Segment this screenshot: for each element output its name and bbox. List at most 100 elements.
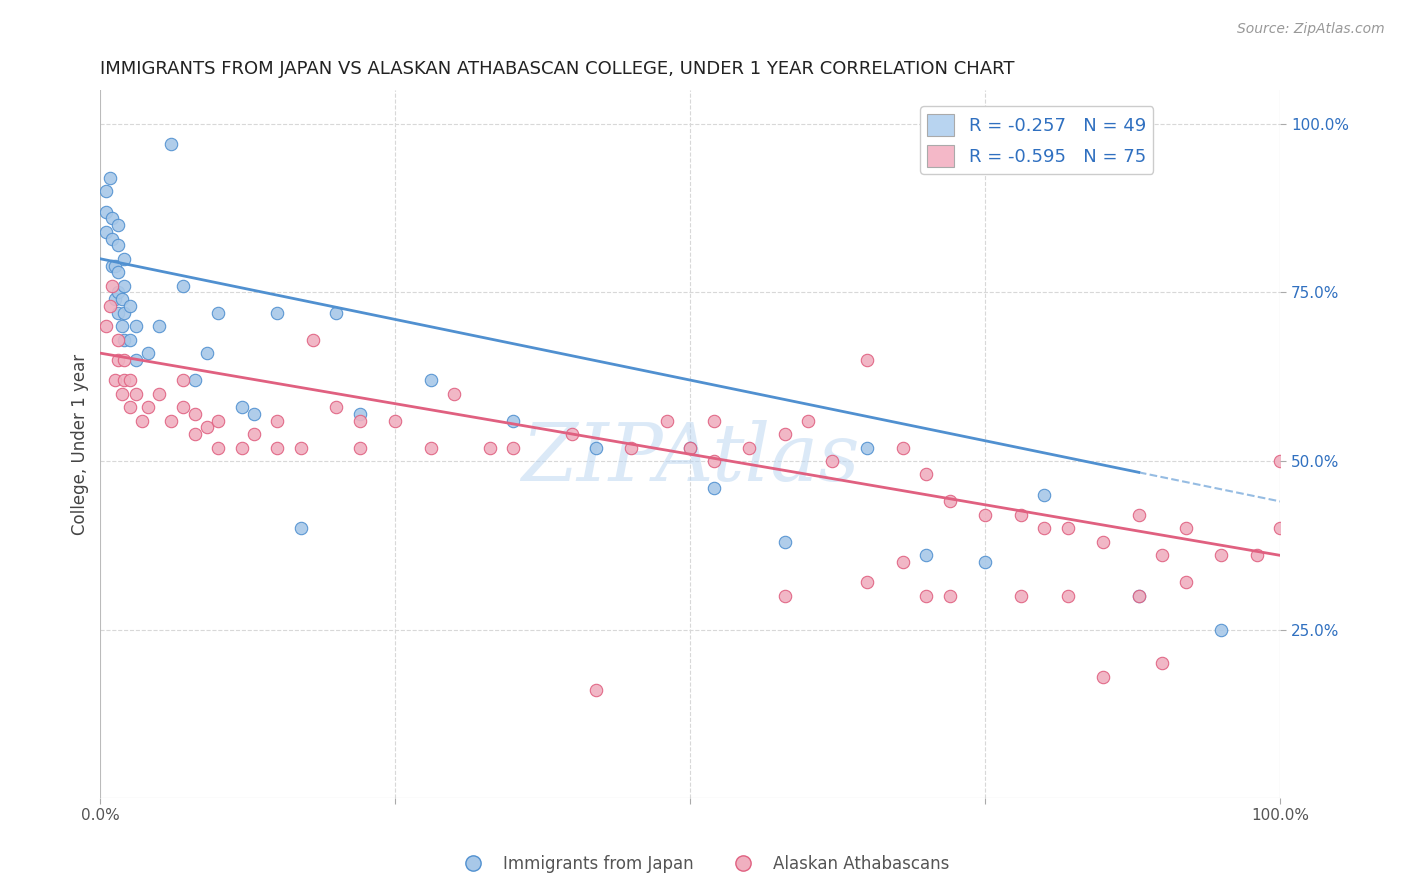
Point: [703, 454, 725, 468]
Point: [107, 306, 129, 320]
Point: [502, 413, 524, 427]
Point: [384, 413, 406, 427]
Point: [112, 306, 135, 320]
Point: [1092, 535, 1115, 549]
Point: [1270, 454, 1292, 468]
Point: [939, 589, 962, 603]
Y-axis label: College, Under 1 year: College, Under 1 year: [72, 353, 89, 534]
Point: [856, 441, 879, 455]
Point: [773, 427, 796, 442]
Point: [107, 352, 129, 367]
Point: [974, 555, 997, 569]
Point: [1152, 657, 1174, 671]
Point: [1270, 521, 1292, 535]
Point: [703, 413, 725, 427]
Point: [915, 589, 938, 603]
Point: [184, 427, 207, 442]
Point: [242, 427, 264, 442]
Point: [1033, 521, 1056, 535]
Point: [915, 549, 938, 563]
Point: [856, 575, 879, 590]
Point: [349, 407, 371, 421]
Point: [773, 535, 796, 549]
Point: [703, 481, 725, 495]
Point: [136, 400, 159, 414]
Point: [96, 204, 118, 219]
Point: [679, 441, 702, 455]
Text: Source: ZipAtlas.com: Source: ZipAtlas.com: [1237, 22, 1385, 37]
Point: [1092, 670, 1115, 684]
Point: [419, 373, 441, 387]
Point: [301, 333, 323, 347]
Point: [148, 386, 170, 401]
Point: [821, 454, 844, 468]
Point: [1246, 549, 1268, 563]
Point: [101, 231, 124, 245]
Point: [349, 413, 371, 427]
Point: [103, 373, 125, 387]
Point: [856, 352, 879, 367]
Point: [112, 333, 135, 347]
Point: [290, 521, 312, 535]
Point: [103, 259, 125, 273]
Point: [172, 400, 194, 414]
Point: [112, 352, 135, 367]
Point: [118, 333, 141, 347]
Point: [131, 413, 153, 427]
Text: ZIPAtlas: ZIPAtlas: [522, 419, 859, 497]
Point: [419, 441, 441, 455]
Point: [107, 333, 129, 347]
Point: [974, 508, 997, 522]
Point: [172, 278, 194, 293]
Point: [101, 259, 124, 273]
Point: [738, 441, 761, 455]
Point: [107, 285, 129, 300]
Point: [195, 346, 218, 360]
Point: [96, 225, 118, 239]
Point: [939, 494, 962, 508]
Point: [585, 441, 607, 455]
Point: [266, 413, 288, 427]
Point: [118, 299, 141, 313]
Point: [1010, 508, 1032, 522]
Point: [107, 238, 129, 252]
Point: [98, 299, 121, 313]
Point: [125, 319, 148, 334]
Point: [1175, 521, 1198, 535]
Point: [1175, 575, 1198, 590]
Point: [160, 137, 183, 152]
Point: [231, 441, 253, 455]
Point: [107, 265, 129, 279]
Point: [1128, 508, 1150, 522]
Point: [1128, 589, 1150, 603]
Point: [103, 292, 125, 306]
Point: [110, 386, 132, 401]
Point: [184, 373, 207, 387]
Point: [101, 278, 124, 293]
Point: [160, 413, 183, 427]
Point: [325, 306, 347, 320]
Point: [1211, 549, 1233, 563]
Point: [1057, 589, 1080, 603]
Point: [1010, 589, 1032, 603]
Point: [443, 386, 465, 401]
Point: [148, 319, 170, 334]
Point: [773, 589, 796, 603]
Point: [1152, 549, 1174, 563]
Point: [207, 441, 229, 455]
Point: [290, 441, 312, 455]
Point: [1057, 521, 1080, 535]
Point: [172, 373, 194, 387]
Point: [98, 170, 121, 185]
Legend: Immigrants from Japan, Alaskan Athabascans: Immigrants from Japan, Alaskan Athabasca…: [450, 848, 956, 880]
Point: [585, 683, 607, 698]
Point: [891, 555, 914, 569]
Point: [110, 319, 132, 334]
Point: [620, 441, 643, 455]
Point: [136, 346, 159, 360]
Point: [207, 306, 229, 320]
Point: [112, 252, 135, 266]
Point: [96, 319, 118, 334]
Point: [242, 407, 264, 421]
Point: [502, 441, 524, 455]
